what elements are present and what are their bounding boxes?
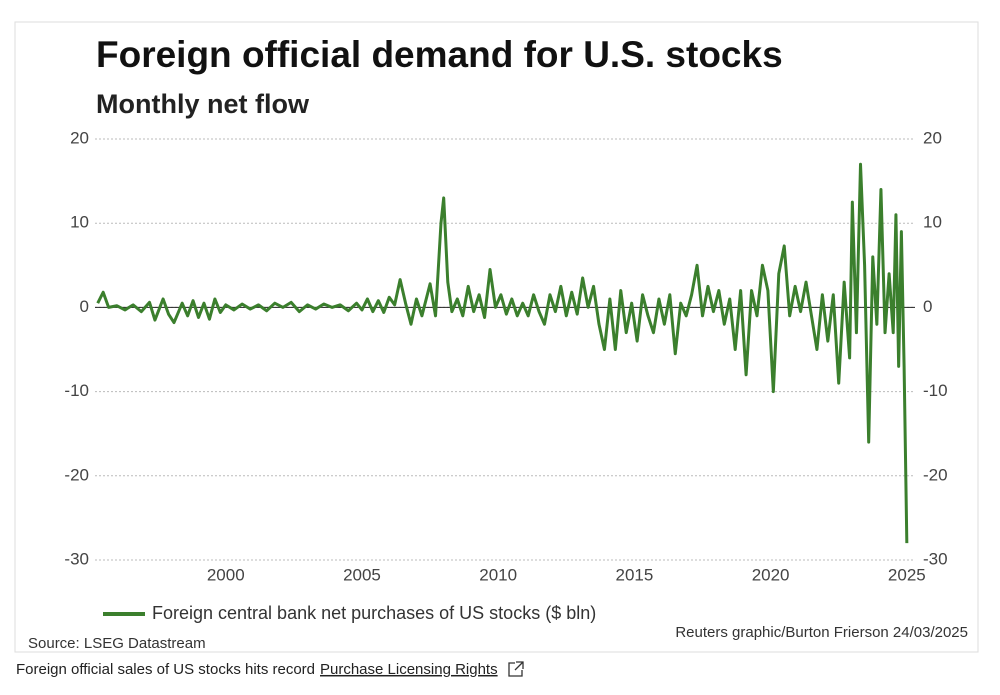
y-tick-label: -20 xyxy=(64,465,89,484)
x-tick-label: 2025 xyxy=(888,565,926,584)
x-tick-label: 2000 xyxy=(207,565,245,584)
external-link-icon[interactable] xyxy=(508,661,524,677)
source: Source: LSEG Datastream xyxy=(28,635,206,652)
licensing-link[interactable]: Purchase Licensing Rights xyxy=(320,661,498,678)
data-line xyxy=(96,162,909,544)
y2-tick-label: -20 xyxy=(923,465,948,484)
y-tick-label: 20 xyxy=(70,128,89,147)
y-tick-label: -10 xyxy=(64,381,89,400)
y2-tick-label: -30 xyxy=(923,549,948,568)
y2-tick-label: 20 xyxy=(923,128,942,147)
x-tick-label: 2015 xyxy=(615,565,653,584)
chart-title: Foreign official demand for U.S. stocks xyxy=(96,34,783,75)
credit: Reuters graphic/Burton Frierson 24/03/20… xyxy=(675,624,968,641)
y2-tick-label: -10 xyxy=(923,381,948,400)
chart-subtitle: Monthly net flow xyxy=(96,89,310,119)
x-tick-label: 2020 xyxy=(752,565,790,584)
legend-label: Foreign central bank net purchases of US… xyxy=(152,603,596,623)
x-tick-label: 2010 xyxy=(479,565,517,584)
caption: Foreign official sales of US stocks hits… xyxy=(16,661,315,678)
y-tick-label: 0 xyxy=(80,297,89,316)
y2-tick-label: 0 xyxy=(923,297,932,316)
y2-tick-label: 10 xyxy=(923,213,942,232)
y-tick-label: -30 xyxy=(64,549,89,568)
y-tick-label: 10 xyxy=(70,213,89,232)
x-tick-label: 2005 xyxy=(343,565,381,584)
